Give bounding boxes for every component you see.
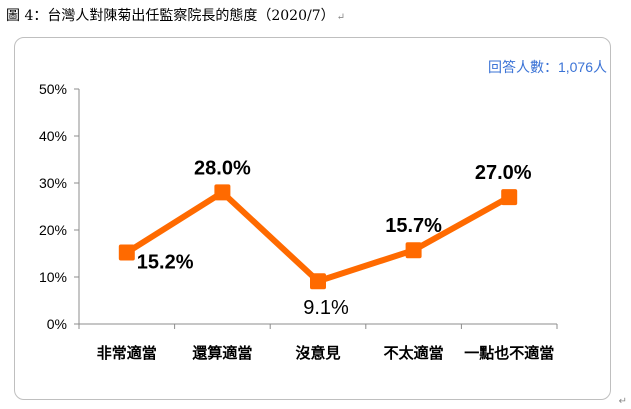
respondent-count: 回答人數：1,076人 — [487, 59, 607, 75]
y-tick-label: 10% — [39, 269, 67, 285]
x-tick-label: 不太適當 — [384, 344, 444, 362]
data-label: 28.0% — [194, 157, 251, 179]
chart-frame — [14, 37, 611, 400]
y-tick-label: 0% — [47, 316, 67, 332]
data-point-marker — [118, 244, 135, 261]
data-point-marker — [405, 242, 422, 259]
paragraph-mark-icon: ↵ — [618, 396, 627, 407]
data-label: 15.2% — [137, 252, 194, 274]
y-tick-label: 30% — [39, 175, 67, 191]
data-label: 27.0% — [475, 162, 532, 184]
data-label: 15.7% — [385, 215, 442, 237]
data-point-marker — [501, 189, 518, 206]
data-point-marker — [310, 273, 326, 290]
x-tick-label: 沒意見 — [295, 344, 340, 362]
caption-text: 圖 4：台灣人對陳菊出任監察院長的態度（2020/7） — [6, 8, 335, 24]
x-tick-label: 非常適當 — [97, 344, 157, 362]
x-tick-label: 一點也不適當 — [464, 344, 554, 362]
data-label: 9.1% — [303, 297, 349, 319]
paragraph-mark-icon: ↵ — [336, 12, 345, 23]
y-tick-label: 50% — [39, 81, 67, 97]
y-tick-label: 40% — [39, 128, 67, 144]
x-tick-label: 還算適當 — [192, 344, 252, 362]
figure-caption: 圖 4：台灣人對陳菊出任監察院長的態度（2020/7） ↵ — [6, 5, 345, 25]
y-tick-label: 20% — [39, 222, 67, 238]
data-point-marker — [214, 184, 231, 201]
